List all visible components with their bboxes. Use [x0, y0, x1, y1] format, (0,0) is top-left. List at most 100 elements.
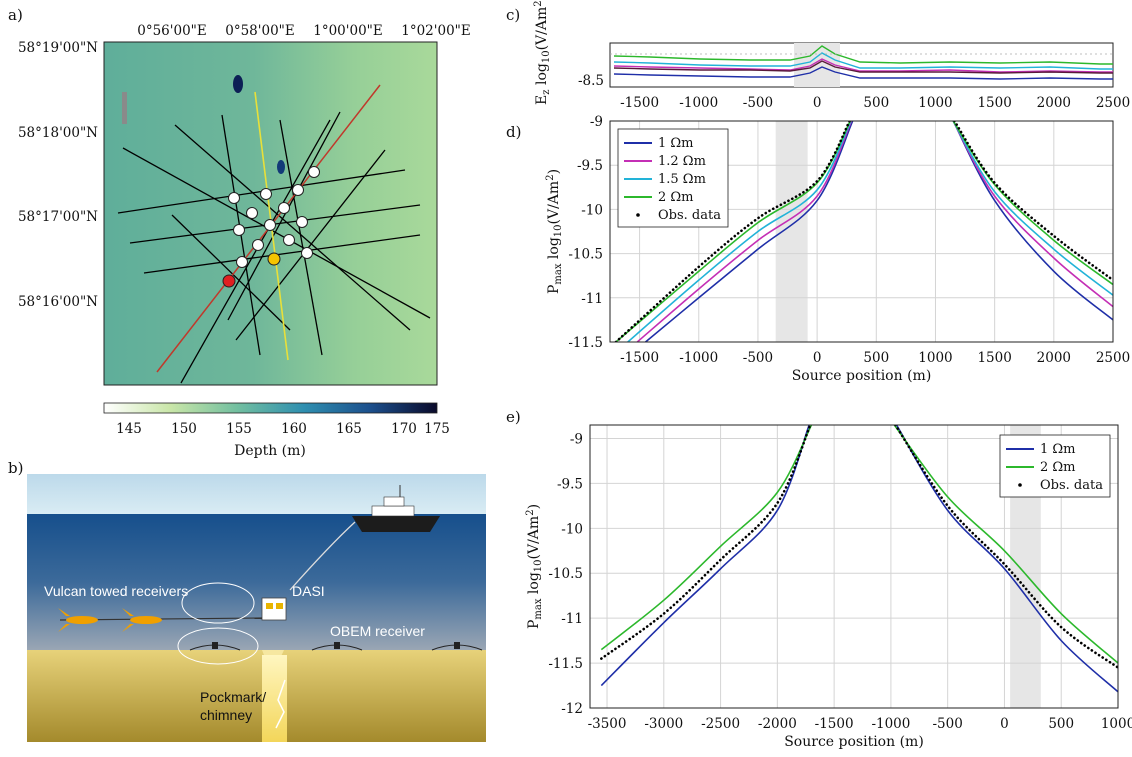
x-tick-label: 0 [813, 350, 822, 366]
lon-tick: 0°58'00"E [225, 23, 294, 39]
y-tick-label: -9 [590, 114, 603, 130]
colorbar [103, 402, 438, 414]
series-line [644, 121, 854, 342]
x-tick-label: -1000 [679, 95, 718, 111]
y-tick-label: -11.5 [568, 335, 603, 351]
legend: 1 Ωm 1.2 Ωm 1.5 Ωm 2 Ωm Obs. data [617, 128, 729, 228]
legend-label: 1.2 Ωm [658, 154, 706, 169]
sky [27, 474, 486, 514]
y-axis-title: Pmax log10(V/Am2) [545, 169, 564, 294]
lat-tick: 58°17'00"N [18, 209, 98, 225]
panel-label-d: d) [506, 123, 521, 141]
series-line [636, 121, 853, 342]
lon-tick: 1°02'00"E [401, 23, 470, 39]
y-tick-label: -11 [581, 291, 603, 307]
colorbar-tick: 150 [171, 421, 197, 437]
colorbar-tick: 160 [281, 421, 307, 437]
x-tick-label: -1000 [679, 350, 718, 366]
x-tick-label: 2000 [1037, 350, 1071, 366]
x-tick-label: 500 [1048, 716, 1074, 732]
x-tick-label: 2500 [1096, 95, 1130, 111]
lon-tick: 0°56'00"E [137, 23, 206, 39]
ylabel-base: 10 [541, 50, 552, 63]
plot-frame [589, 424, 1119, 709]
dasi-label: DASI [292, 583, 325, 599]
legend: 1 Ωm 2 Ωm Obs. data [999, 434, 1111, 498]
ylabel-sub: z [541, 89, 552, 94]
series-line [615, 121, 851, 342]
x-axis-title: Source position (m) [784, 734, 924, 750]
legend-label: Obs. data [1040, 478, 1103, 493]
y-tick-label: -9 [570, 431, 583, 447]
panel-label-c: c) [506, 6, 520, 24]
obem-label: OBEM receiver [330, 623, 425, 639]
legend-label: 2 Ωm [658, 190, 694, 205]
panel-e: e) -3500 -3000 -2500 -2000 -1500 -1000 -500 0 50… [506, 408, 1132, 750]
x-tick-label: -2000 [758, 716, 797, 732]
lon-tick: 1°00'00"E [313, 23, 382, 39]
legend-label: 1.5 Ωm [658, 172, 706, 187]
ylabel-log: log [534, 63, 550, 89]
x-tick-label: 0 [813, 95, 822, 111]
x-axis-title: Source position (m) [792, 368, 932, 384]
series-line [627, 121, 852, 342]
schematic-panel: b) [8, 459, 486, 742]
panel-c-ylabel: Ez log10(V/Am2) [533, 0, 552, 105]
grey-marker [122, 92, 127, 124]
legend-label: 2 Ωm [1040, 460, 1076, 475]
legend-label: 1 Ωm [658, 136, 694, 151]
colorbar-tick: 155 [226, 421, 252, 437]
x-tick-label: 1000 [918, 95, 952, 111]
x-tick-label: -1500 [620, 350, 659, 366]
chart-d: -1500 -1000 -500 0 500 1000 1500 2000 2500 -9 -9.5… [545, 114, 1130, 384]
series-line [894, 425, 1118, 669]
series-line [614, 121, 851, 342]
obem-receiver-icon [311, 642, 363, 651]
chart-e: -3500 -3000 -2500 -2000 -1500 -1000 -500 0 500 10… [525, 424, 1132, 750]
y-tick-label: -10.5 [548, 566, 583, 582]
y-tick-label: -10 [561, 521, 583, 537]
x-tick-label: 2500 [1096, 350, 1130, 366]
shaded-region [775, 121, 808, 342]
x-tick-label: -500 [743, 350, 773, 366]
series-line [600, 425, 812, 660]
dasi-source-icon [261, 597, 287, 621]
x-tick-label: 1000 [918, 350, 952, 366]
panel-label-a: a) [8, 6, 23, 24]
ship-icon [352, 485, 440, 532]
lat-tick: 58°19'00"N [18, 40, 98, 56]
receivers [228, 166, 320, 268]
map-panel: a) [8, 6, 471, 459]
series-line [952, 121, 1113, 296]
yellow-marker [267, 252, 281, 266]
legend-marker [636, 213, 640, 217]
y-tick-label: -12 [561, 701, 583, 717]
panel-label-b: b) [8, 459, 23, 477]
panel-c-ytick: -8.5 [578, 73, 604, 89]
colorbar-label: Depth (m) [234, 443, 306, 459]
y-tick-label: -10 [581, 202, 603, 218]
legend-label: 1 Ωm [1040, 442, 1076, 457]
towed-receivers-label: Vulcan towed receivers [44, 583, 188, 599]
current-loop [177, 627, 259, 665]
y-tick-label: -9.5 [577, 158, 603, 174]
series-line [600, 425, 810, 687]
plot-frame [609, 120, 1114, 343]
x-tick-label: -1000 [871, 716, 910, 732]
series-line [952, 121, 1113, 308]
y-tick-label: -11 [561, 611, 583, 627]
obem-receiver-icon [431, 642, 483, 651]
deep-spot [277, 160, 285, 174]
chimney-fracture [275, 679, 286, 729]
x-tick-label: 500 [863, 350, 889, 366]
deep-spot [233, 75, 243, 93]
x-tick-label: 0 [1000, 716, 1009, 732]
x-tick-label: -1500 [815, 716, 854, 732]
series-group [614, 121, 1113, 342]
x-tick-label: 1500 [977, 350, 1011, 366]
x-tick-label: -500 [933, 716, 963, 732]
series-line [895, 425, 1118, 693]
x-tick-label: -1500 [620, 95, 659, 111]
colorbar-tick: 165 [336, 421, 362, 437]
x-tick-label: 1500 [977, 95, 1011, 111]
